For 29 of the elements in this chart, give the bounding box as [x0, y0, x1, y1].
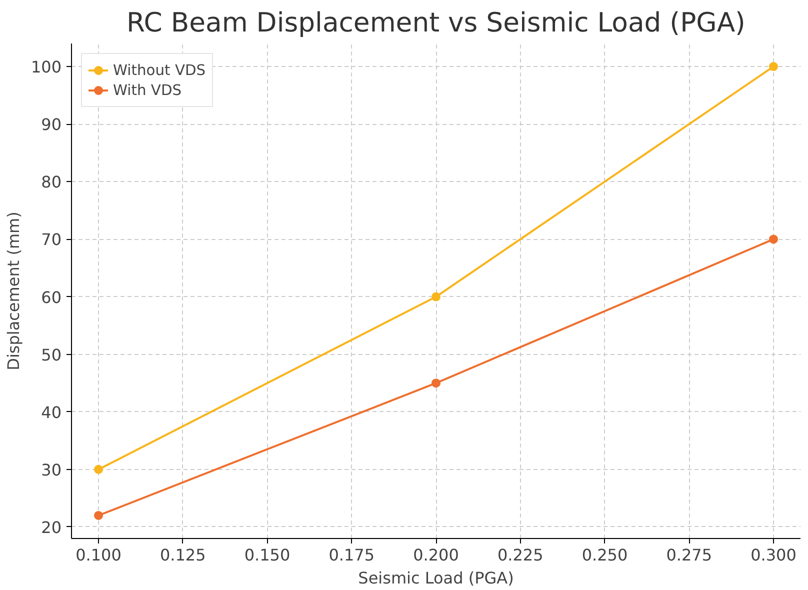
point — [769, 234, 778, 244]
y-tick-label: 20 — [41, 518, 62, 537]
y-tick-label: 80 — [41, 172, 62, 192]
legend-label: Without VDS — [113, 62, 206, 78]
y-tick-label: 90 — [41, 115, 62, 134]
y-tick-label: 100 — [30, 58, 62, 77]
x-tick-label: 0.300 — [750, 546, 796, 564]
x-tick-label: 0.225 — [497, 546, 544, 564]
x-tick-label: 0.175 — [328, 546, 375, 564]
y-tick-label: 60 — [41, 288, 62, 307]
y-tick-label: 70 — [41, 230, 62, 250]
y-tick-label: 30 — [41, 460, 62, 480]
x-tick-label: 0.100 — [76, 546, 122, 564]
y-tick-label: 40 — [41, 402, 62, 422]
y-axis-title: Displacement (mm) — [4, 212, 23, 370]
point — [432, 378, 440, 388]
legend-label: With VDS — [113, 82, 182, 98]
x-axis-title: Seismic Load (PGA) — [358, 568, 514, 588]
x-tick-label: 0.200 — [413, 546, 459, 564]
point — [94, 464, 103, 474]
chart-title: RC Beam Displacement vs Seismic Load (PGA) — [126, 8, 746, 38]
x-tick-label: 0.125 — [160, 546, 206, 564]
y-tick-label: 50 — [41, 345, 62, 364]
x-tick-label: 0.150 — [244, 546, 290, 564]
point — [769, 62, 778, 72]
point — [432, 292, 440, 302]
x-tick-label: 0.275 — [666, 546, 712, 564]
point — [94, 510, 103, 520]
x-tick-label: 0.250 — [582, 546, 628, 564]
